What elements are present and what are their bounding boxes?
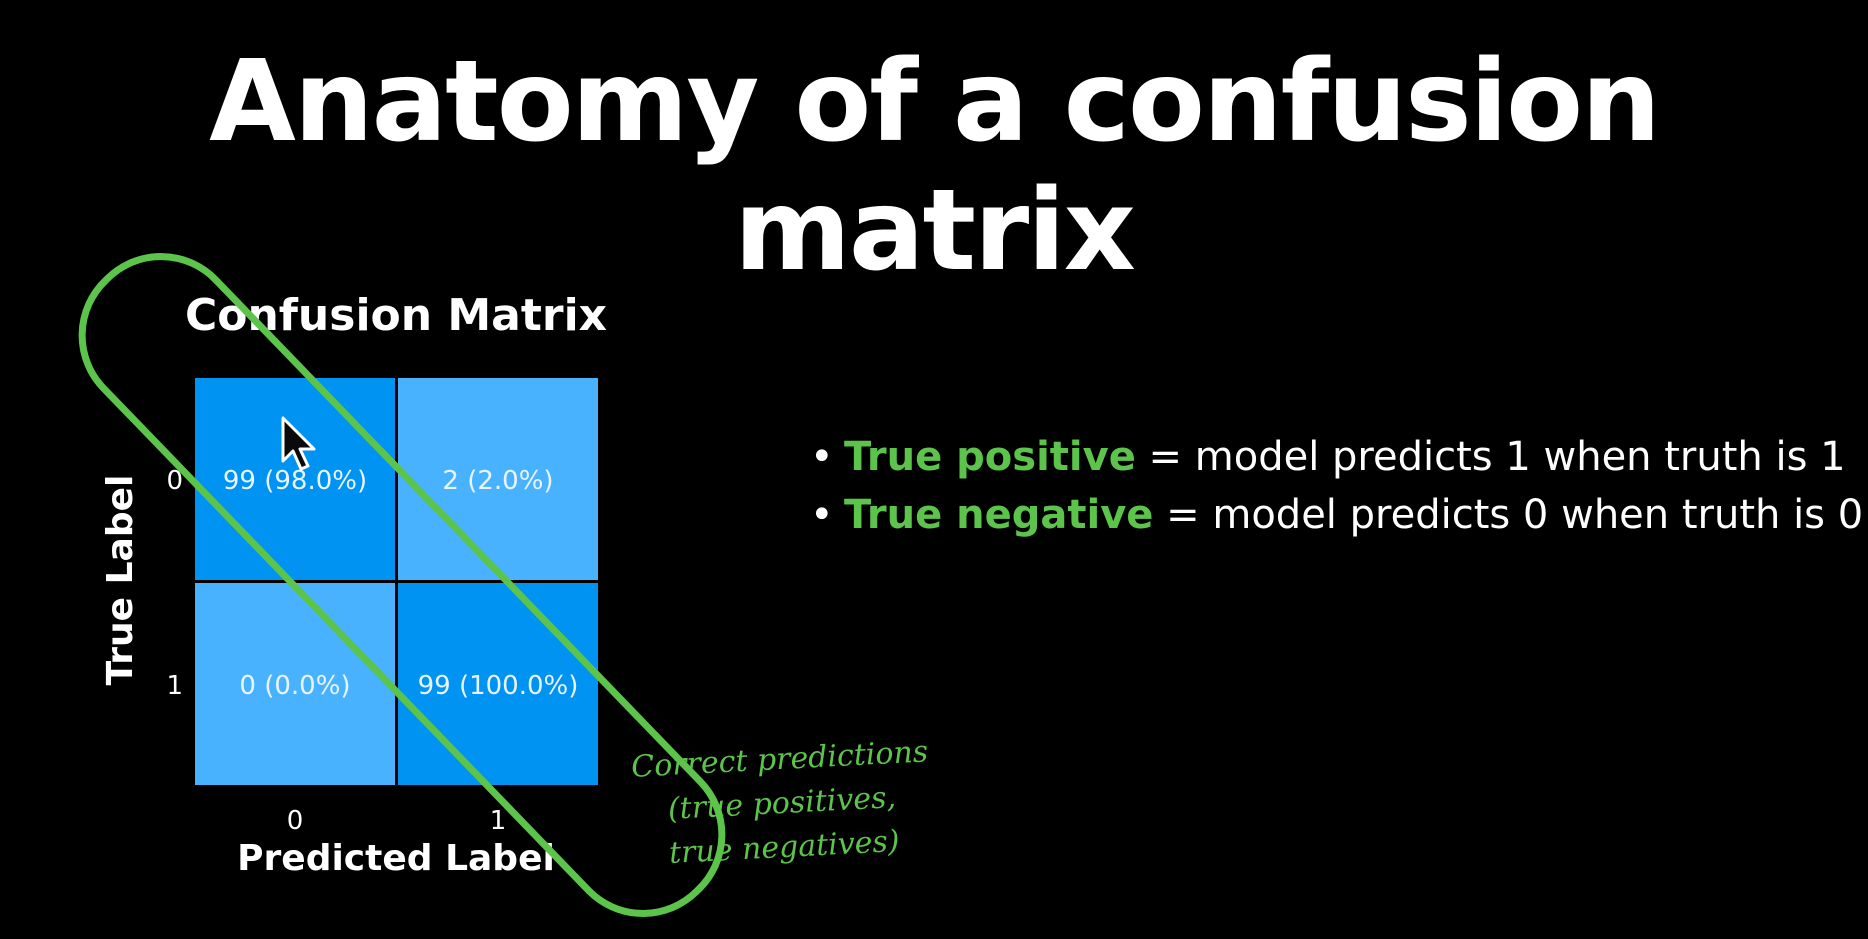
mouse-cursor-icon	[281, 416, 316, 471]
bullet-true-positive: • True positive = model predicts 1 when …	[810, 428, 1863, 486]
bullet-dot-icon: •	[810, 492, 834, 538]
x-axis-label: Predicted Label	[237, 838, 555, 879]
cell-value-label: 99 (98.0%)	[223, 466, 367, 496]
y-tick-label: 0	[166, 466, 183, 496]
y-tick-label: 1	[166, 671, 183, 701]
slide-title: Anatomy of a confusion matrix	[209, 37, 1661, 296]
matrix-cells: 99 (98.0%) 2 (2.0%) 0 (0.0%) 99 (100.0%)	[195, 378, 598, 785]
cell-value-label: 0 (0.0%)	[239, 671, 350, 701]
matrix-cell	[195, 583, 395, 785]
axis-ticks: 0 1 0 1	[166, 466, 506, 836]
x-tick-label: 0	[287, 806, 304, 836]
true-negative-definition: = model predicts 0 when truth is 0	[1153, 492, 1864, 538]
true-positive-definition: = model predicts 1 when truth is 1	[1135, 434, 1846, 480]
bullet-dot-icon: •	[810, 434, 834, 480]
cell-value-label: 2 (2.0%)	[442, 466, 553, 496]
correct-predictions-note: Correct predictions (true positives, tru…	[619, 730, 945, 879]
cell-value-label: 99 (100.0%)	[418, 671, 579, 701]
matrix-cell	[398, 378, 598, 580]
definitions-list: • True positive = model predicts 1 when …	[810, 428, 1863, 544]
x-tick-label: 1	[490, 806, 507, 836]
diagonal-highlight-loop	[78, 253, 726, 917]
y-axis-label: True Label	[100, 475, 141, 686]
chart-title: Confusion Matrix	[185, 290, 607, 341]
matrix-cell	[398, 583, 598, 785]
matrix-cell	[195, 378, 395, 580]
true-negative-term: True negative	[844, 492, 1154, 538]
true-positive-term: True positive	[844, 434, 1136, 480]
bullet-true-negative: • True negative = model predicts 0 when …	[810, 486, 1863, 544]
